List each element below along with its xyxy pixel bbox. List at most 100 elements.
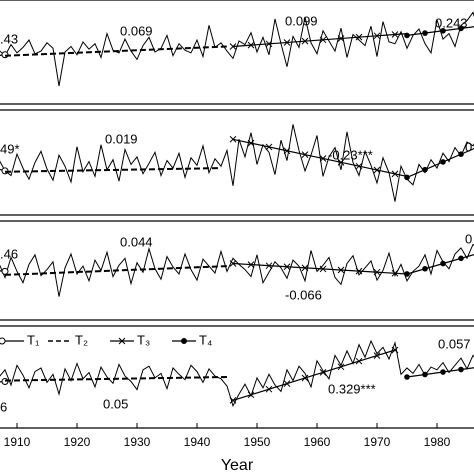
trend-marker xyxy=(373,352,381,359)
trend-line xyxy=(232,349,396,401)
trend-line xyxy=(232,262,408,275)
trend-marker xyxy=(229,397,237,404)
trend-marker xyxy=(283,147,291,155)
trend-marker xyxy=(301,374,309,382)
trend-marker xyxy=(319,155,327,162)
trend-marker xyxy=(373,268,381,276)
x-tick-label: 1910 xyxy=(4,435,31,449)
trend-marker xyxy=(301,37,309,45)
annotation: -0.23*** xyxy=(328,147,373,162)
trend-marker xyxy=(355,33,363,41)
trend-line xyxy=(406,253,474,275)
trend-marker xyxy=(283,39,291,46)
annotation: 0 xyxy=(465,231,472,246)
trend-marker xyxy=(404,32,410,39)
trend-marker xyxy=(404,271,410,277)
trend-marker xyxy=(440,369,446,375)
legend-label: T₄ xyxy=(199,332,212,347)
annotation: 0.05 xyxy=(103,396,128,411)
data-line xyxy=(0,11,474,87)
annotation: 0.019 xyxy=(105,131,138,146)
trend-marker xyxy=(265,262,273,270)
x-tick-label: 1960 xyxy=(304,435,331,449)
trend-marker xyxy=(247,261,255,268)
trend-marker xyxy=(404,374,410,380)
trend-line xyxy=(232,138,408,177)
trend-line xyxy=(4,45,228,57)
legend-label: T₂ xyxy=(75,332,88,347)
trend-marker xyxy=(391,269,399,277)
x-tick-label: 1950 xyxy=(244,435,271,449)
annotation: 0.329*** xyxy=(328,381,376,396)
trend-marker xyxy=(422,30,428,36)
annotation: 0.099 xyxy=(285,13,318,28)
trend-marker xyxy=(301,264,309,272)
legend-label: T₁ xyxy=(27,332,40,347)
annotation: 0 xyxy=(465,139,472,154)
annotation: 0.243 xyxy=(435,15,468,30)
trend-line xyxy=(4,265,228,276)
annotation: .43 xyxy=(0,31,18,46)
trend-marker xyxy=(265,40,273,48)
trend-marker xyxy=(422,166,428,173)
trend-line xyxy=(232,33,408,48)
annotation: 0.044 xyxy=(120,234,153,249)
trend-marker xyxy=(422,265,428,272)
x-tick-label: 1940 xyxy=(184,435,211,449)
trend-marker xyxy=(458,366,464,373)
annotation: 49* xyxy=(0,141,20,156)
trend-marker xyxy=(301,151,309,158)
trend-marker xyxy=(337,266,345,274)
trend-marker xyxy=(265,143,273,151)
trend-marker xyxy=(229,43,237,50)
trend-marker xyxy=(1,267,9,275)
trend-marker xyxy=(391,31,399,38)
trend-marker xyxy=(337,158,345,166)
x-tick-label: 1920 xyxy=(64,435,91,449)
trend-line xyxy=(0,168,6,172)
trend-marker xyxy=(458,25,464,32)
legend-marker xyxy=(118,337,126,345)
x-tick-label: 1970 xyxy=(364,435,391,449)
trend-marker xyxy=(440,260,446,267)
trend-marker xyxy=(283,380,291,387)
trend-marker xyxy=(265,385,273,393)
trend-marker xyxy=(247,41,255,49)
trend-marker xyxy=(404,174,410,181)
trend-marker xyxy=(319,369,327,376)
trend-line xyxy=(4,167,222,173)
data-line xyxy=(0,124,474,202)
annotation: 6 xyxy=(0,399,7,414)
annotation: 0.069 xyxy=(120,23,153,38)
annotation: 0.057 xyxy=(438,336,471,351)
legend-marker xyxy=(181,338,187,344)
trend-line xyxy=(406,147,474,178)
x-tick-label: 1980 xyxy=(424,435,451,449)
trend-marker xyxy=(422,371,428,378)
trend-marker xyxy=(458,255,464,262)
trend-marker xyxy=(229,135,237,143)
trend-marker xyxy=(373,32,381,40)
trend-marker xyxy=(373,166,381,174)
trend-marker xyxy=(319,36,327,44)
data-line xyxy=(0,339,474,408)
legend-label: T₃ xyxy=(137,332,150,347)
trend-marker xyxy=(440,27,446,34)
legend-marker xyxy=(0,337,6,345)
trend-marker xyxy=(319,265,327,273)
trend-marker xyxy=(337,35,345,42)
trend-marker xyxy=(440,159,446,165)
annotation: .46 xyxy=(0,246,18,261)
trend-line xyxy=(4,376,228,382)
trend-marker xyxy=(355,267,363,275)
trend-marker xyxy=(391,346,399,354)
trend-marker xyxy=(337,363,345,371)
trend-marker xyxy=(355,162,363,170)
trend-marker xyxy=(247,139,255,147)
trend-line xyxy=(406,26,474,36)
annotation: -0.066 xyxy=(285,287,322,302)
trend-marker xyxy=(391,170,399,178)
trend-line xyxy=(406,367,474,378)
